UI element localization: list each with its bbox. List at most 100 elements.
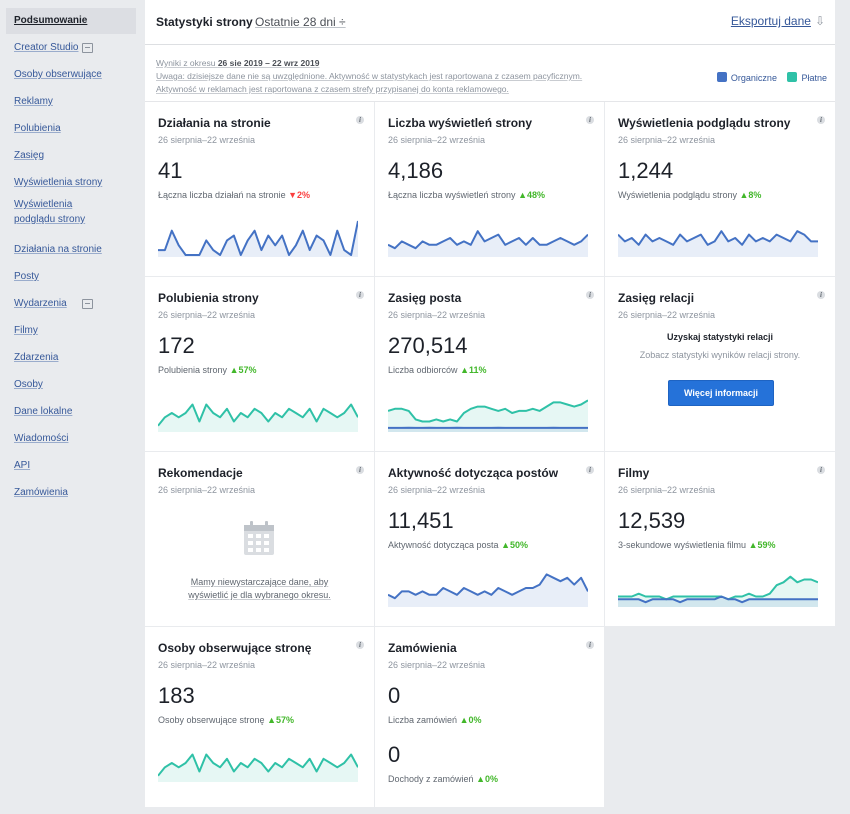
change-badge: ▲0% bbox=[459, 715, 482, 725]
more-info-button[interactable]: Więcej informacji bbox=[668, 380, 774, 406]
sidebar-item-api[interactable]: API bbox=[14, 460, 31, 471]
sidebar-item-zasieg[interactable]: Zasięg bbox=[14, 150, 45, 161]
card-page-likes[interactable]: Polubienia strony i 26 sierpnia–22 wrześ… bbox=[145, 277, 374, 451]
card-date: 26 sierpnia–22 września bbox=[618, 485, 716, 495]
sidebar-item-wyswietlenia-strony[interactable]: Wyświetlenia strony bbox=[14, 177, 103, 188]
card-post-reach[interactable]: Zasięg posta i 26 sierpnia–22 września 2… bbox=[375, 277, 604, 451]
info-icon[interactable]: i bbox=[817, 466, 825, 474]
card-value: 172 bbox=[158, 333, 195, 358]
export-data-link[interactable]: Eksportuj dane ⇩ bbox=[731, 14, 825, 28]
sidebar-item-reklamy[interactable]: Reklamy bbox=[14, 96, 53, 107]
paid-series-line bbox=[388, 399, 588, 423]
card-page-actions[interactable]: Działania na stronie i 26 sierpnia–22 wr… bbox=[145, 102, 374, 276]
sparkline-chart bbox=[158, 220, 358, 257]
card-title: Filmy bbox=[618, 466, 650, 480]
sparkline-chart bbox=[618, 230, 818, 257]
card-value: 11,451 bbox=[388, 508, 454, 533]
card-date: 26 sierpnia–22 września bbox=[388, 135, 486, 145]
info-icon[interactable]: i bbox=[356, 291, 364, 299]
header: Statystyki strony Ostatnie 28 dni ÷ Eksp… bbox=[145, 0, 835, 45]
card-title: Rekomendacje bbox=[158, 466, 243, 480]
sparkline-chart bbox=[158, 403, 358, 432]
organic-series-line bbox=[388, 573, 588, 600]
card-sub-label: Liczba zamówień bbox=[388, 715, 458, 725]
legend-paid: Płatne bbox=[787, 72, 827, 83]
sidebar-item-zdarzenia[interactable]: Zdarzenia bbox=[14, 352, 59, 363]
card-orders[interactable]: Zamówienia i 26 sierpnia–22 września 0 L… bbox=[375, 627, 604, 807]
card-date: 26 sierpnia–22 września bbox=[158, 135, 256, 145]
change-badge: ▲48% bbox=[518, 190, 545, 200]
card-subtitle: Wyświetlenia podglądu strony ▲8% bbox=[618, 190, 761, 200]
sidebar-item-creator-studio[interactable]: Creator Studio bbox=[0, 34, 140, 61]
change-badge: ▲0% bbox=[476, 774, 498, 784]
organic-series-line bbox=[158, 403, 358, 427]
sidebar-item-zamowienia[interactable]: Zamówienia bbox=[14, 487, 68, 498]
sidebar-item-label: Creator Studio bbox=[14, 42, 79, 53]
card-sub-label: Łączna liczba działań na stronie bbox=[158, 190, 286, 200]
card-sub-label: Liczba odbiorców bbox=[388, 365, 458, 375]
card-value: 4,186 bbox=[388, 158, 444, 183]
info-icon[interactable]: i bbox=[817, 291, 825, 299]
card-sub-label: Dochody z zamówień bbox=[388, 774, 474, 784]
change-badge: ▼2% bbox=[288, 190, 311, 200]
insufficient-data-message: Mamy niewystarczające dane, aby wyświetli… bbox=[145, 576, 374, 602]
card-sub-label: Osoby obserwujące stronę bbox=[158, 715, 265, 725]
sidebar-item-osoby[interactable]: Osoby bbox=[14, 379, 43, 390]
external-link-icon bbox=[82, 43, 93, 53]
card-followers[interactable]: Osoby obserwujące stronę i 26 sierpnia–2… bbox=[145, 627, 374, 807]
sidebar-item-filmy[interactable]: Filmy bbox=[14, 325, 38, 336]
card-page-views[interactable]: Liczba wyświetleń strony i 26 sierpnia–2… bbox=[375, 102, 604, 276]
info-icon[interactable]: i bbox=[356, 116, 364, 124]
sidebar-item-wiadomosci[interactable]: Wiadomości bbox=[14, 433, 69, 444]
date-range-selector[interactable]: Ostatnie 28 dni ÷ bbox=[255, 15, 346, 29]
card-page-previews[interactable]: Wyświetlenia podglądu strony i 26 sierpn… bbox=[605, 102, 835, 276]
paid-swatch bbox=[787, 72, 798, 82]
sidebar-item-podsumowanie[interactable]: Podsumowanie bbox=[6, 8, 136, 34]
sidebar-item-polubienia[interactable]: Polubienia bbox=[14, 123, 61, 134]
card-videos[interactable]: Filmy i 26 sierpnia–22 września 12,539 3… bbox=[605, 452, 835, 626]
card-date: 26 sierpnia–22 września bbox=[158, 485, 256, 495]
export-label: Eksportuj dane bbox=[730, 14, 811, 28]
organic-series-line bbox=[388, 230, 588, 250]
card-title: Polubienia strony bbox=[158, 291, 259, 305]
card-value: 12,539 bbox=[618, 508, 686, 533]
stats-grid: Działania na stronie i 26 sierpnia–22 wr… bbox=[145, 102, 835, 807]
sidebar-item-wydarzenia[interactable]: Wydarzenia bbox=[0, 290, 140, 317]
card-value: 270,514 bbox=[388, 333, 468, 358]
card-story-reach[interactable]: Zasięg relacji i 26 sierpnia–22 września… bbox=[605, 277, 835, 451]
card-date: 26 sierpnia–22 września bbox=[388, 310, 486, 320]
calendar-icon bbox=[244, 521, 274, 555]
organic-series-area bbox=[388, 231, 588, 257]
external-link-icon bbox=[82, 299, 93, 309]
card-subtitle: Liczba odbiorców ▲11% bbox=[388, 365, 487, 375]
sidebar-item-dane-lokalne[interactable]: Dane lokalne bbox=[14, 406, 73, 417]
notice-timezone: Uwaga: dzisiejsze dane nie są uwzględnio… bbox=[156, 71, 583, 81]
info-icon[interactable]: i bbox=[586, 466, 594, 474]
card-date: 26 sierpnia–22 września bbox=[618, 135, 716, 145]
sidebar-item-dzialania[interactable]: Działania na stronie bbox=[14, 244, 102, 255]
organic-swatch bbox=[716, 72, 727, 82]
info-icon[interactable]: i bbox=[586, 116, 594, 124]
info-icon[interactable]: i bbox=[586, 641, 594, 649]
card-subtitle: Osoby obserwujące stronę ▲57% bbox=[158, 715, 294, 725]
card-value: 1,244 bbox=[618, 158, 674, 183]
organic-series-area bbox=[618, 596, 818, 607]
info-icon[interactable]: i bbox=[586, 291, 594, 299]
card-subtitle: 3-sekundowe wyświetlenia filmu ▲59% bbox=[618, 540, 776, 550]
info-icon[interactable]: i bbox=[356, 466, 364, 474]
card-title: Zamówienia bbox=[388, 641, 457, 655]
change-badge: ▲57% bbox=[229, 365, 257, 375]
card-recommendations[interactable]: Rekomendacje i 26 sierpnia–22 września M… bbox=[145, 452, 374, 626]
card-value: 183 bbox=[158, 683, 195, 708]
sidebar-item-posty[interactable]: Posty bbox=[14, 271, 40, 282]
organic-series-area bbox=[618, 231, 818, 257]
info-icon[interactable]: i bbox=[817, 116, 825, 124]
sparkline-chart bbox=[388, 230, 588, 257]
sidebar-item-osoby-obserwujace[interactable]: Osoby obserwujące bbox=[14, 69, 102, 80]
legend-paid-label: Płatne bbox=[801, 73, 827, 83]
info-icon[interactable]: i bbox=[356, 641, 364, 649]
sparkline-chart bbox=[388, 573, 588, 607]
nodata-line-1: Mamy niewystarczające dane, aby bbox=[190, 577, 329, 587]
sidebar-item-wyswietlenia-podgladu[interactable]: Wyświetlenia podglądu strony bbox=[14, 199, 86, 225]
card-post-engagement[interactable]: Aktywność dotycząca postów i 26 sierpnia… bbox=[375, 452, 604, 626]
